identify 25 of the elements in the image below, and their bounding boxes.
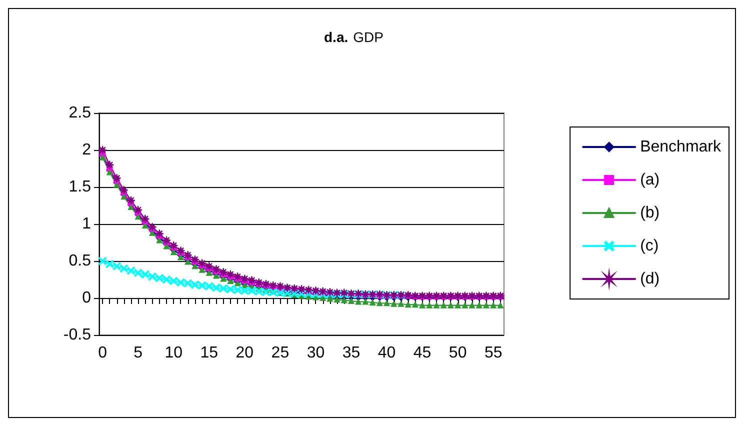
x-tick-label: 0: [98, 344, 108, 362]
legend-label: Benchmark: [640, 138, 722, 156]
x-tick-label: 30: [306, 344, 325, 362]
y-tick-label: 0.5: [68, 252, 92, 270]
x-tick-label: 10: [164, 344, 183, 362]
x-tick-label: 20: [236, 344, 254, 362]
x-tick-label: 55: [484, 344, 502, 362]
x-tick-label: 35: [342, 344, 360, 362]
y-tick-label: 2.5: [68, 104, 92, 122]
x-tick-label: 25: [271, 344, 290, 362]
legend-label: (a): [640, 172, 660, 188]
y-tick-label: 1: [82, 216, 92, 232]
x-tick-label: 5: [134, 344, 143, 362]
legend-label: (d): [640, 270, 660, 288]
legend-label: (b): [640, 204, 660, 222]
y-tick-label: 0: [82, 290, 92, 306]
y-tick-label: 1.5: [68, 178, 92, 196]
y-tick-label: 2: [82, 142, 92, 158]
chart-title: d.a. GDP: [324, 29, 384, 45]
x-tick-label: 45: [413, 344, 432, 362]
x-tick-label: 40: [378, 344, 396, 362]
legend-label: (c): [640, 238, 659, 254]
y-tick-label: -0.5: [63, 326, 92, 344]
x-tick-label: 50: [448, 344, 467, 362]
x-tick-label: 15: [200, 344, 218, 362]
